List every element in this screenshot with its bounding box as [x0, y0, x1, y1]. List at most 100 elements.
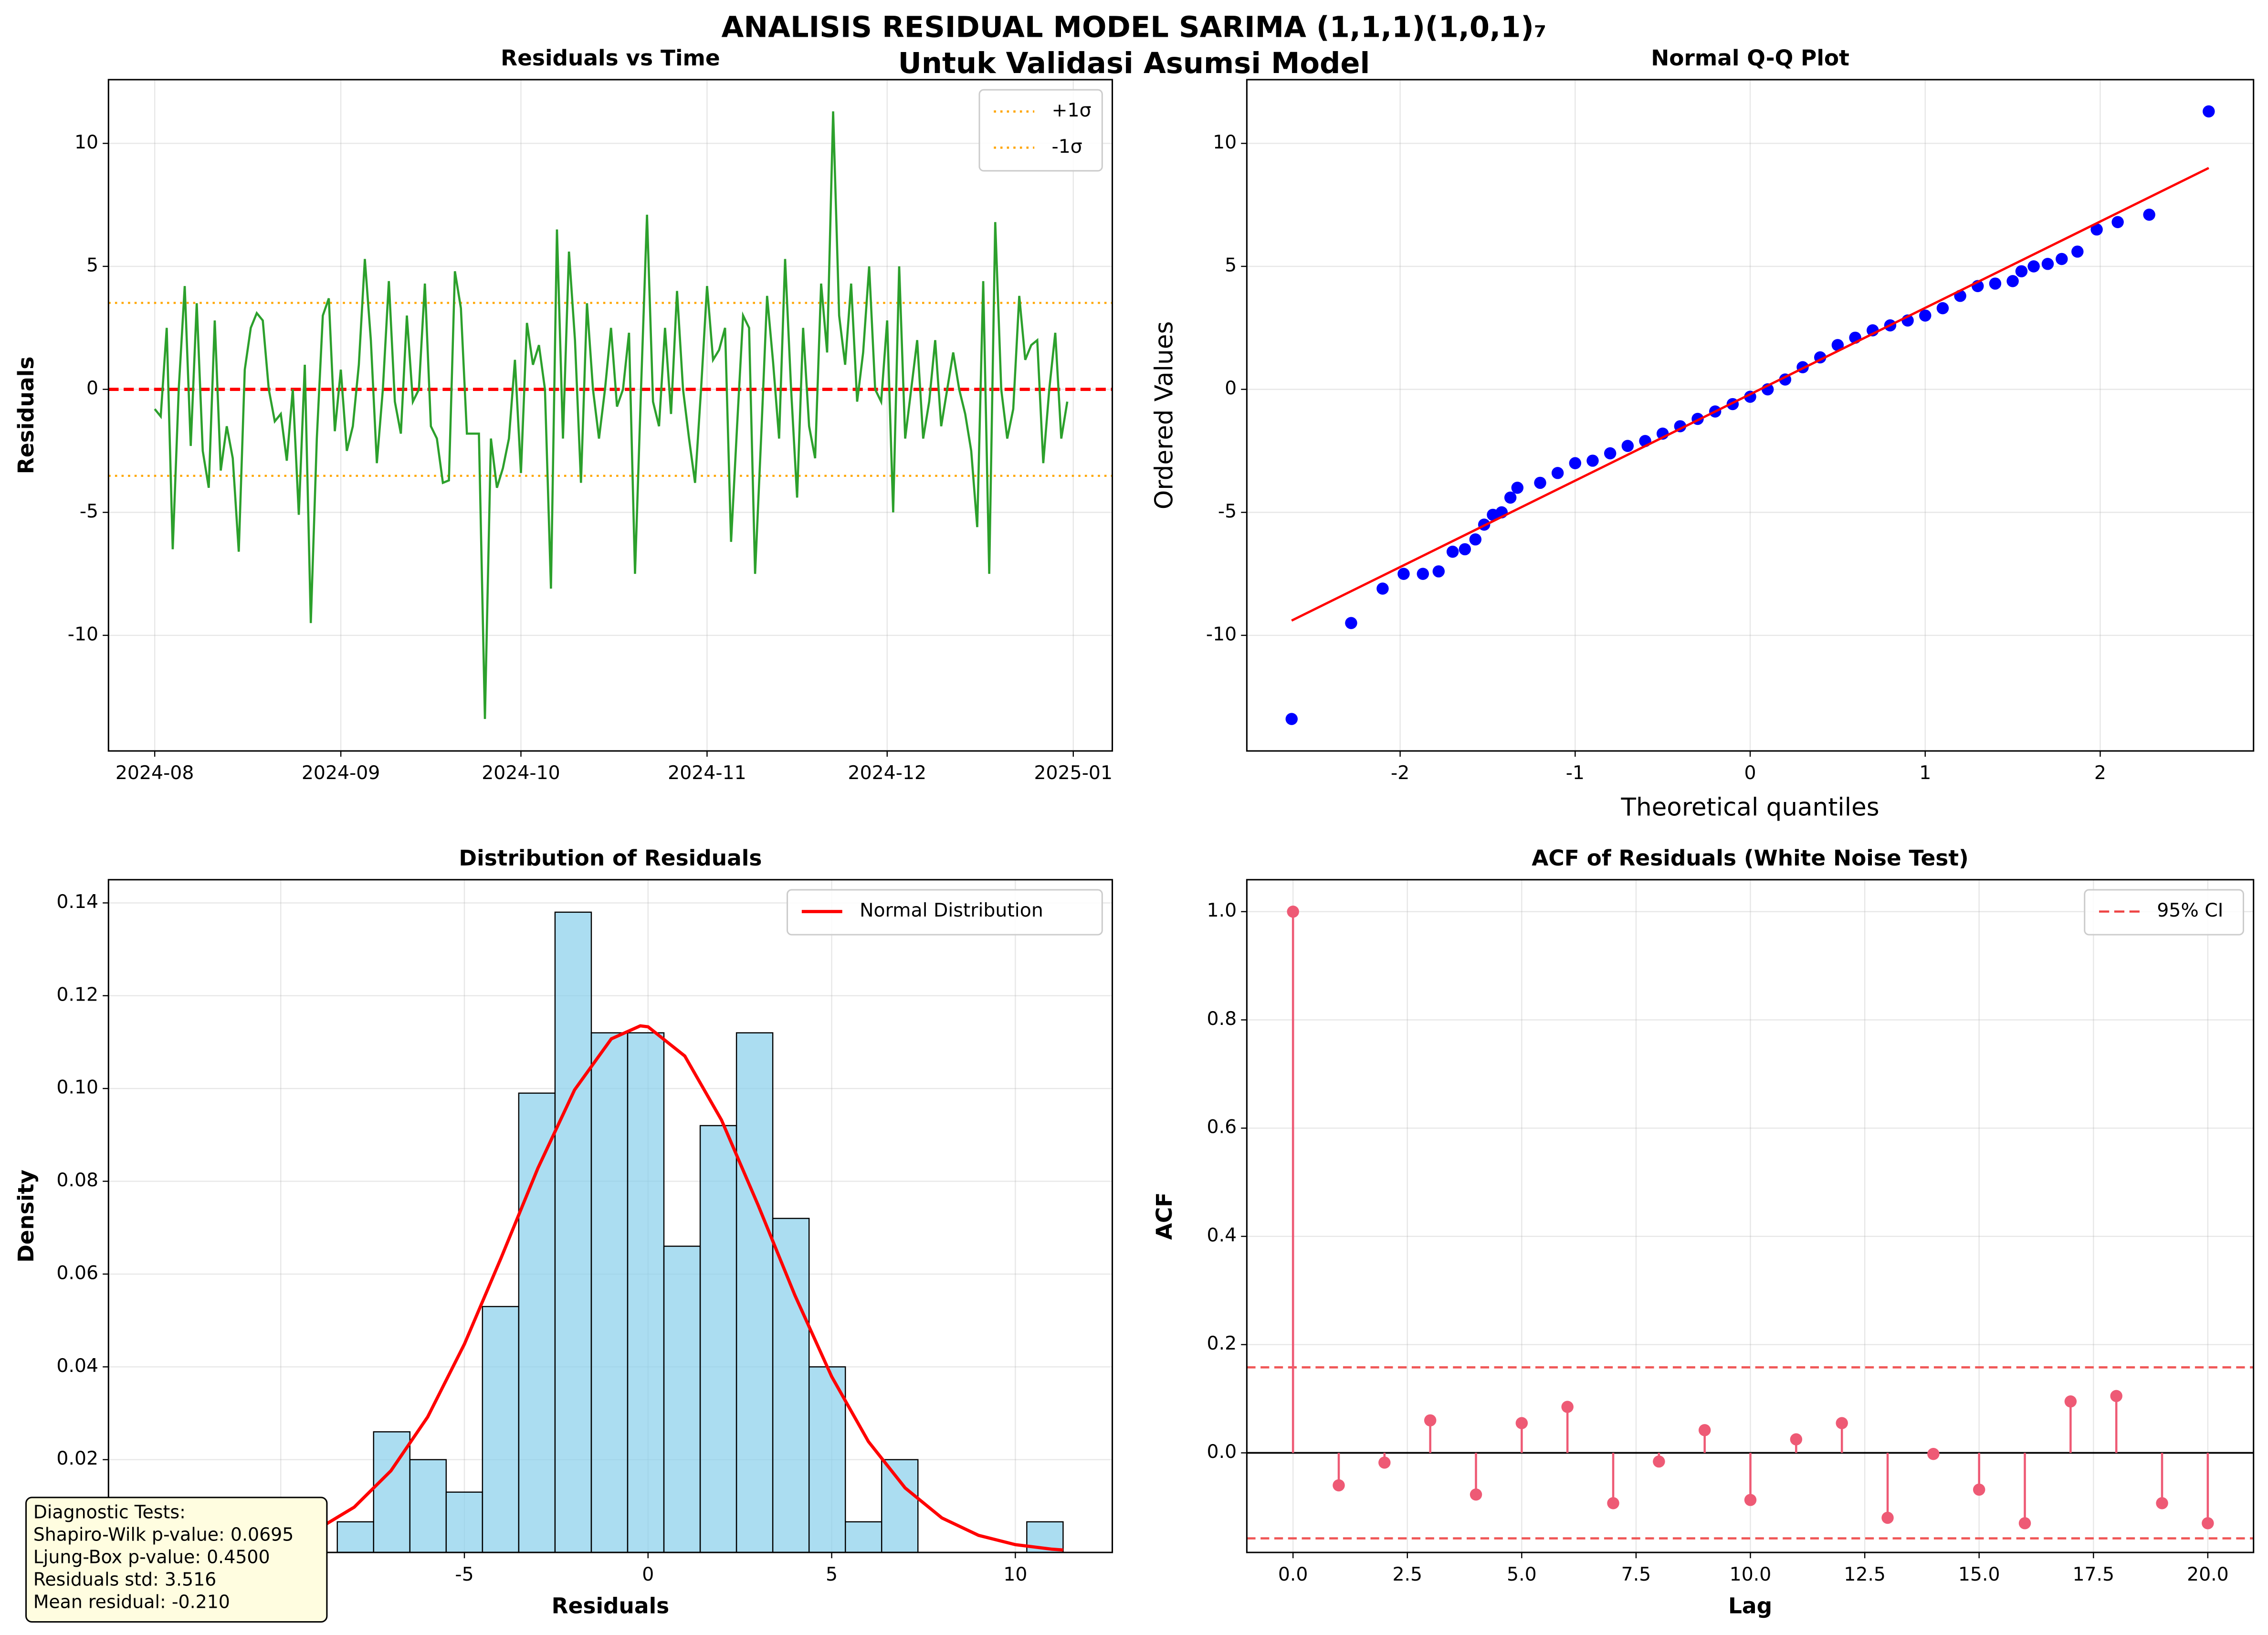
y-tick-label: 0 [86, 377, 98, 399]
panel-title: Normal Q-Q Plot [1651, 45, 1849, 71]
y-tick-label: -10 [68, 623, 98, 645]
x-tick-label: 5.0 [1507, 1563, 1537, 1585]
qq-point [1831, 339, 1844, 351]
x-tick-label: 17.5 [2072, 1563, 2114, 1585]
x-tick-label: -1 [1566, 762, 1585, 784]
qq-point [2027, 260, 2040, 273]
x-tick-label: -5 [455, 1563, 473, 1585]
legend-box [2084, 889, 2244, 936]
x-tick-label: 2024-12 [848, 762, 927, 784]
axes-frame [107, 879, 1113, 1553]
stem-marker [1378, 1456, 1391, 1469]
x-tick-label: 5 [826, 1563, 838, 1585]
y-tick-label: 0 [1225, 377, 1237, 399]
qq-point [2071, 245, 2084, 258]
legend: Normal Distribution [787, 889, 1103, 936]
x-tick-label: 2024-11 [668, 762, 746, 784]
legend-label: +1σ [1052, 99, 1092, 121]
annotation-frame [25, 1497, 328, 1623]
qq-point [2143, 209, 2155, 221]
y-tick-label: 0.04 [56, 1355, 98, 1377]
histogram-bar [445, 1491, 483, 1553]
y-tick-label: 0.10 [56, 1076, 98, 1098]
qq-point [1919, 309, 1932, 322]
y-tick-label: 10 [74, 131, 98, 153]
y-axis-label: Density [13, 1170, 39, 1263]
histogram-bar [663, 1245, 701, 1553]
stem-marker [2018, 1517, 2031, 1530]
annotation-line: Residuals std: 3.516 [33, 1569, 217, 1590]
stem-marker [1561, 1401, 1574, 1413]
x-tick-label: 12.5 [1844, 1563, 1886, 1585]
stem-marker [1881, 1511, 1894, 1524]
x-axis-label: Residuals [552, 1593, 670, 1619]
histogram-bar [735, 1032, 774, 1553]
x-tick-label: 10.0 [1730, 1563, 1772, 1585]
stem-marker [1287, 905, 1299, 918]
legend: +1σ -1σ [978, 89, 1103, 172]
stem-marker [1653, 1455, 1665, 1468]
x-tick-label: 10 [1003, 1563, 1027, 1585]
qq-point [1551, 467, 1564, 479]
qq-point [1446, 545, 1459, 558]
qq-point [1534, 476, 1546, 489]
y-tick-label: 5 [86, 254, 98, 276]
axes-frame [1246, 79, 2255, 752]
histogram-bar [808, 1366, 846, 1553]
qq-point [2203, 105, 2215, 118]
stem-marker [1698, 1424, 1711, 1436]
qq-point [2041, 258, 2054, 270]
qq-point [1397, 568, 1410, 580]
qq-point [1459, 543, 1471, 556]
qq-point [1586, 454, 1599, 467]
qq-point [1504, 491, 1517, 504]
y-tick-label: 0.8 [1207, 1008, 1237, 1030]
stem-marker [1470, 1488, 1482, 1501]
qq-point [2006, 275, 2019, 287]
qq-point [1621, 440, 1634, 452]
qq-point [1432, 565, 1445, 578]
x-tick-label: 2024-08 [116, 762, 194, 784]
y-tick-label: 0.4 [1207, 1224, 1237, 1246]
y-axis-label: ACF [1152, 1192, 1177, 1240]
x-tick-label: 2025-01 [1034, 762, 1113, 784]
stem-marker [1836, 1417, 1848, 1429]
stem-marker [1744, 1494, 1757, 1506]
panel-title: ACF of Residuals (White Noise Test) [1532, 845, 1969, 871]
y-tick-label: -5 [1218, 500, 1237, 522]
legend-label: -1σ [1052, 136, 1082, 158]
histogram-bar [409, 1459, 447, 1553]
x-tick-label: 20.0 [2187, 1563, 2229, 1585]
y-tick-label: 0.2 [1207, 1332, 1237, 1354]
suptitle: ANALISIS RESIDUAL MODEL SARIMA (1,1,1)(1… [721, 11, 1546, 44]
y-tick-label: 0.06 [56, 1262, 98, 1284]
stem-marker [1973, 1483, 1985, 1496]
y-tick-label: -10 [1206, 623, 1237, 645]
axes-frame [1246, 879, 2255, 1553]
y-axis-label: Residuals [13, 357, 39, 475]
x-tick-label: 7.5 [1621, 1563, 1651, 1585]
qq-point [1376, 582, 1389, 595]
stem-marker [2110, 1390, 2122, 1403]
y-tick-label: 0.14 [56, 891, 98, 913]
x-tick-label: 15.0 [1958, 1563, 2000, 1585]
x-axis-label: Lag [1728, 1593, 1772, 1619]
legend: 95% CI [2084, 889, 2244, 936]
stem-marker [2064, 1395, 2077, 1408]
x-tick-label: 2024-10 [482, 762, 560, 784]
histogram-bar [772, 1218, 810, 1553]
qq-point [1569, 457, 1582, 469]
x-axis-label: Theoretical quantiles [1620, 793, 1879, 822]
x-tick-label: -2 [1391, 762, 1409, 784]
legend-box [787, 889, 1103, 936]
qq-point [2056, 253, 2068, 265]
qq-point [1989, 277, 2002, 290]
x-tick-label: 2 [2094, 762, 2106, 784]
annotation-line: Shapiro-Wilk p-value: 0.0695 [33, 1524, 294, 1545]
panel-title: Distribution of Residuals [459, 845, 762, 871]
histogram-bar [554, 911, 592, 1553]
suptitle: Untuk Validasi Asumsi Model [898, 47, 1370, 80]
y-tick-label: 0.6 [1207, 1116, 1237, 1138]
qq-point [1285, 713, 1298, 725]
